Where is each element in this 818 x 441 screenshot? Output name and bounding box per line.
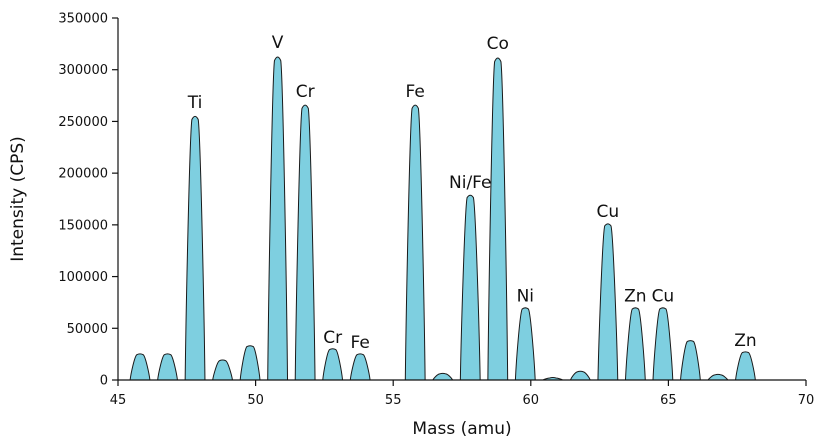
y-tick-label: 300000 — [58, 63, 108, 78]
x-ticks: 45 50 55 60 65 70 — [110, 380, 815, 408]
x-tick-label: 55 — [385, 393, 402, 408]
x-tick-label: 65 — [660, 393, 677, 408]
y-tick-label: 100000 — [58, 270, 108, 285]
peak-label-2: Ti — [187, 93, 203, 113]
peak-21 — [734, 351, 756, 381]
x-axis-title: Mass (amu) — [412, 419, 511, 439]
peak-label-11: Ni/Fe — [449, 173, 491, 193]
peak-20 — [707, 373, 729, 381]
y-tick-label: 350000 — [58, 12, 108, 27]
peaks-layer — [129, 56, 756, 381]
peak-label-21: Zn — [734, 331, 756, 351]
peak-label-8: Fe — [351, 333, 370, 353]
x-tick-label: 50 — [247, 393, 264, 408]
peak-14 — [541, 376, 565, 381]
peak-13 — [514, 307, 536, 381]
peak-7 — [322, 348, 344, 381]
peak-label-6: Cr — [296, 82, 315, 102]
peak-6 — [294, 104, 316, 381]
y-tick-label: 50000 — [67, 322, 108, 337]
peak-2 — [184, 115, 206, 381]
y-tick-label: 0 — [100, 374, 108, 389]
peak-19 — [679, 340, 701, 381]
peak-16 — [597, 223, 619, 381]
y-tick-label: 200000 — [58, 167, 108, 182]
x-tick-label: 45 — [110, 393, 127, 408]
peak-12 — [487, 57, 509, 381]
peak-8 — [349, 353, 371, 381]
peak-label-9: Fe — [406, 82, 425, 102]
peak-label-12: Co — [487, 34, 509, 54]
peak-4 — [239, 345, 261, 381]
peak-3 — [212, 359, 234, 381]
peak-label-7: Cr — [323, 328, 342, 348]
peak-10 — [432, 372, 454, 381]
peak-0 — [129, 353, 151, 381]
x-tick-label: 70 — [798, 393, 815, 408]
y-ticks: 0 50000 100000 150000 200000 250000 300000 3500… — [58, 12, 118, 389]
peak-17 — [624, 307, 646, 381]
peak-label-18: Cu — [652, 287, 675, 307]
y-axis-title: Intensity (CPS) — [8, 136, 28, 262]
peak-15 — [569, 370, 591, 381]
peak-9 — [404, 104, 426, 381]
peak-5 — [267, 56, 289, 381]
peak-11 — [459, 194, 481, 381]
peak-18 — [652, 307, 674, 381]
peak-label-16: Cu — [597, 202, 620, 222]
y-tick-label: 250000 — [58, 115, 108, 130]
peak-label-13: Ni — [517, 287, 534, 307]
y-tick-label: 150000 — [58, 218, 108, 233]
peak-1 — [157, 353, 179, 381]
peak-label-5: V — [272, 33, 284, 53]
x-tick-label: 60 — [523, 393, 540, 408]
peak-label-17: Zn — [624, 287, 646, 307]
peak-labels: Ti V Cr Cr Fe Fe Ni/Fe Co Ni Cu Zn Cu Zn — [187, 33, 757, 353]
